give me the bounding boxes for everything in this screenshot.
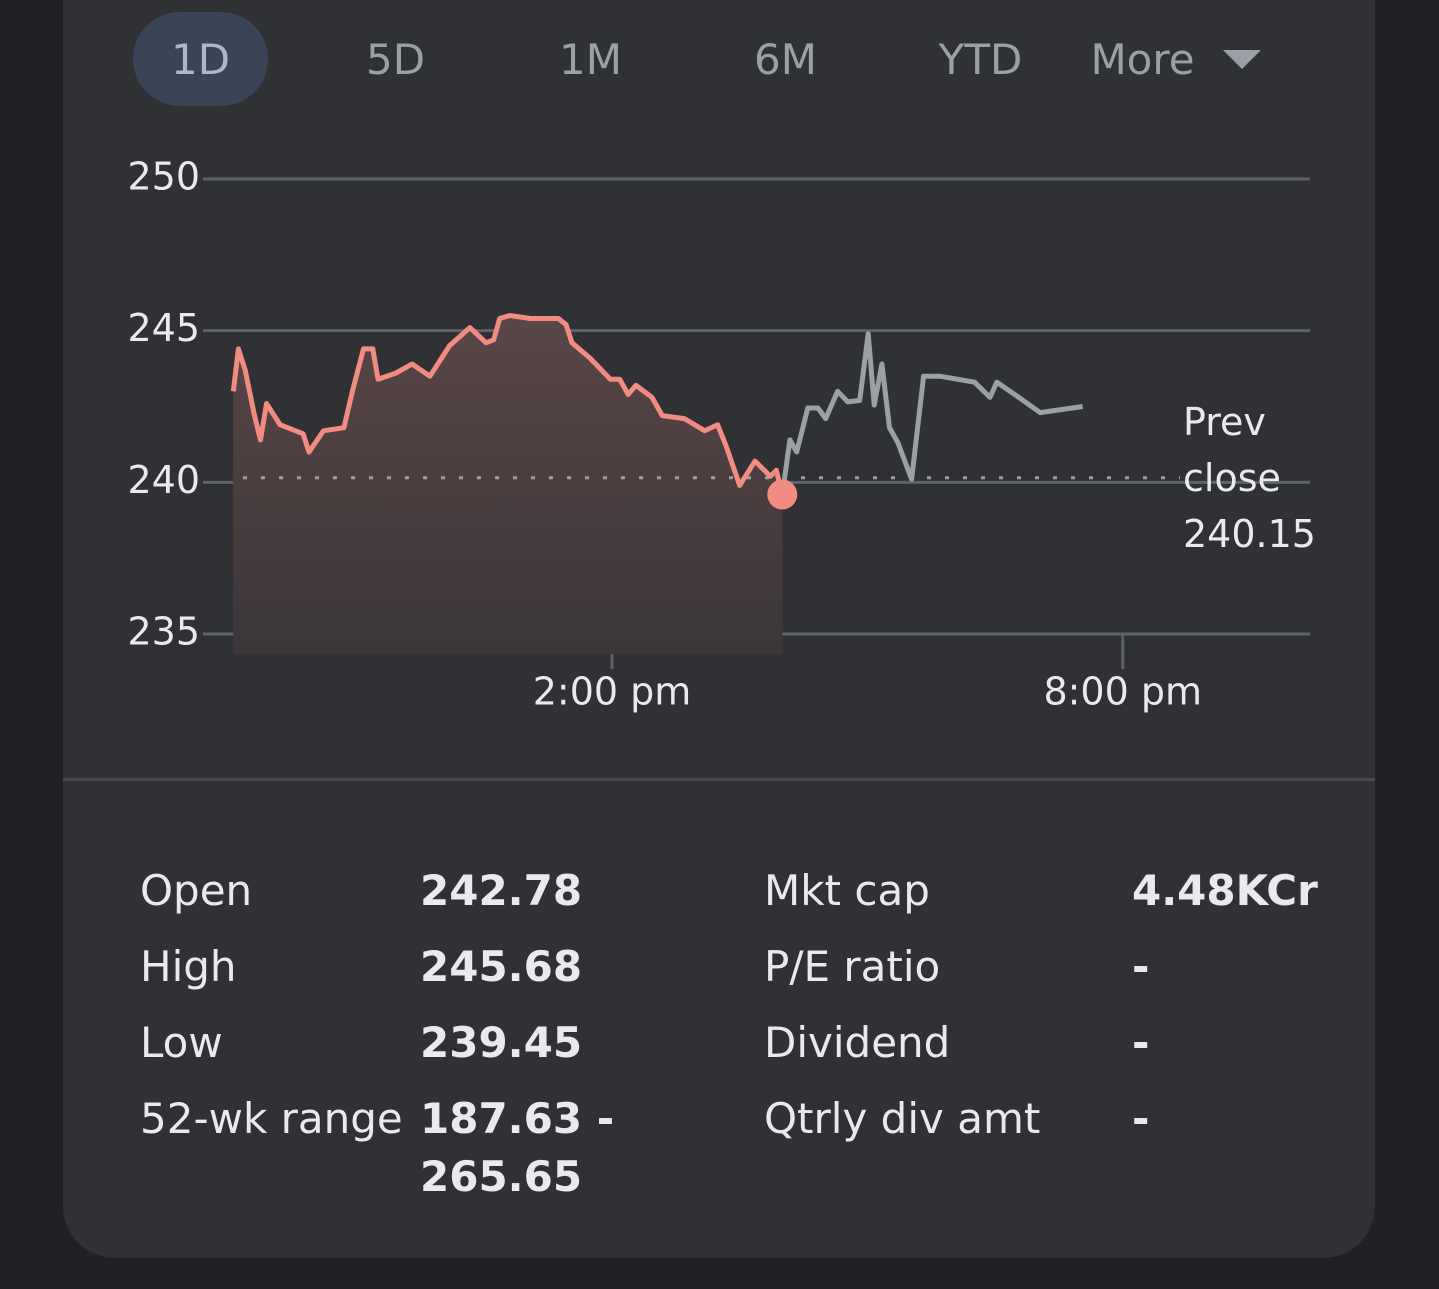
area (233, 315, 783, 654)
dropdown-arrow (1222, 49, 1261, 69)
y-tick-label: 240 (127, 458, 200, 502)
stat-value: - (1132, 1094, 1150, 1143)
stat-label: High (140, 942, 237, 991)
tab-label: 6M (754, 34, 817, 84)
range-tab[interactable]: More (1078, 12, 1273, 106)
tab-label: 1D (133, 12, 268, 106)
range-tab[interactable]: 6M (688, 12, 883, 106)
stats-left: Open 242.78 High 245.68 Low 239.45 52-wk range… (140, 862, 670, 1206)
x-tick-label: 8:00 pm (1043, 670, 1202, 714)
x-tick-label: 2:00 pm (533, 670, 692, 714)
stat-label: 52-wk range (140, 1094, 403, 1143)
stats-right: Mkt cap 4.48KCr P/E ratio - Dividend - Qtrly d… (764, 862, 1332, 1148)
stat-label: Open (140, 866, 253, 915)
stat-label: Qtrly div amt (764, 1094, 1041, 1143)
stat-label: P/E ratio (764, 942, 941, 991)
range-tab[interactable]: 1D (103, 12, 298, 106)
tab-label: More (1090, 34, 1195, 84)
y-tick-label: 245 (127, 306, 200, 350)
range-tab[interactable]: 5D (298, 12, 493, 106)
divider (63, 778, 1375, 781)
y-tick-label: 235 (127, 610, 200, 654)
stat-value: 187.63 - 265.65 (420, 1094, 615, 1201)
price-line (779, 331, 1084, 495)
range-tabs: 1D 5D 1M 6M YTD More (103, 12, 1273, 106)
stat-label: Mkt cap (764, 866, 930, 915)
prev-close-value: 240.15 (1183, 512, 1316, 556)
stat-value: 4.48KCr (1132, 866, 1318, 915)
range-tab[interactable]: 1M (493, 12, 688, 106)
stat-label: Low (140, 1018, 223, 1067)
stat-value: 242.78 (420, 866, 583, 915)
stat-value: - (1132, 942, 1150, 991)
stat-value: 239.45 (420, 1018, 583, 1067)
range-tab[interactable]: YTD (883, 12, 1078, 106)
tab-label: YTD (938, 34, 1023, 84)
tab-label: 1M (559, 34, 622, 84)
stat-value: - (1132, 1018, 1150, 1067)
tab-label: 5D (365, 34, 426, 84)
chart: 235 240 245 250 2:00 pm 8:00 pm (127, 155, 1310, 714)
prev-close-text: Prev close (1183, 400, 1281, 500)
stat-value: 245.68 (420, 942, 583, 991)
stat-label: Dividend (764, 1018, 951, 1067)
prev-close-label: Prev close 240.15 (1183, 394, 1323, 562)
price-line (230, 313, 785, 496)
current-point (767, 479, 798, 510)
y-tick-label: 250 (127, 155, 200, 199)
